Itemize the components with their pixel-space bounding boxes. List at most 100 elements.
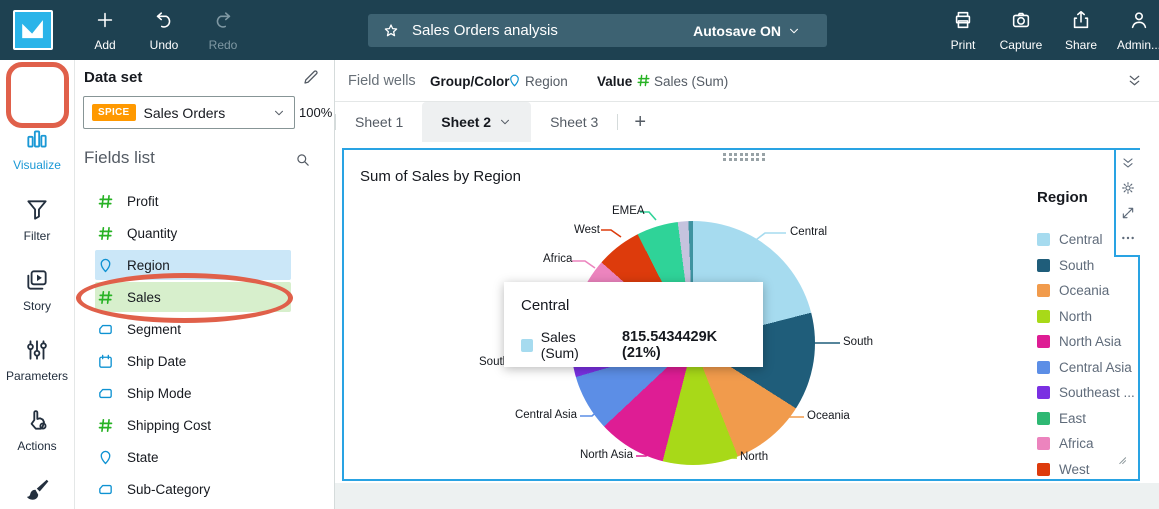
legend-item-southeast-asia[interactable]: Southeast ... [1037,380,1137,406]
legend-label: Central [1059,232,1103,248]
undo-icon [153,9,175,31]
paintbrush-icon [24,477,50,503]
print-button[interactable]: Print [934,9,992,52]
autosave-toggle[interactable]: Autosave ON [693,23,813,39]
field-profit[interactable]: Profit [95,186,291,216]
capture-label: Capture [999,38,1043,52]
value-well-value[interactable]: Sales (Sum) [654,74,729,89]
quicksight-logo[interactable] [13,10,53,50]
undo-button[interactable]: Undo [135,9,193,52]
tab-sheet-1[interactable]: Sheet 1 [336,102,422,142]
legend-item-central-asia[interactable]: Central Asia [1037,355,1137,381]
legend-item-africa[interactable]: Africa [1037,431,1137,457]
field-label: Shipping Cost [127,417,212,433]
spice-badge: SPICE [92,104,136,121]
legend-item-west[interactable]: West [1037,457,1137,483]
field-shipping-cost[interactable]: Shipping Cost [95,410,291,440]
visual-resize-handle[interactable] [1118,456,1132,470]
redo-label: Redo [208,38,238,52]
location-pin-icon [507,73,522,88]
legend-item-east[interactable]: East [1037,406,1137,432]
legend-item-north-asia[interactable]: North Asia [1037,329,1137,355]
share-label: Share [1064,38,1098,52]
field-state[interactable]: State [95,442,291,472]
sidebar-item-label: Story [22,299,51,313]
chevron-down-icon [787,24,801,38]
field-ship-mode[interactable]: Ship Mode [95,378,291,408]
add-sheet-button[interactable]: + [634,110,647,133]
tag-icon [97,481,114,498]
sidebar-item-themes[interactable]: Themes [0,477,74,509]
field-label: Ship Mode [127,385,192,401]
admin-menu-button[interactable]: Admin... [1110,9,1159,52]
maximize-visual-icon[interactable] [1120,205,1136,221]
sidebar-item-actions[interactable]: Actions [0,407,74,453]
pie-slice-label-oceania: Oceania [807,410,850,422]
field-segment[interactable]: Segment [95,314,291,344]
legend-swatch [1037,309,1050,323]
search-icon[interactable] [294,151,311,168]
legend-item-south[interactable]: South [1037,253,1137,279]
chevron-down-icon [498,115,512,129]
tooltip-series-label: Sales (Sum) [540,329,579,361]
analysis-title[interactable]: Sales Orders analysis [412,22,558,39]
undo-label: Undo [149,38,179,52]
legend-label: Oceania [1059,283,1110,299]
visual-drag-handle[interactable] [723,153,765,161]
visual-menu-ellipsis-icon[interactable] [1120,230,1136,246]
field-region[interactable]: Region [95,250,291,280]
tab-sheet-2[interactable]: Sheet 2 [422,102,532,142]
field-ship-date[interactable]: Ship Date [95,346,291,376]
legend-swatch [1037,437,1050,451]
chevron-down-icon [272,106,286,120]
pie-slice-label-south: South [843,336,874,348]
collapse-visual-icon[interactable] [1120,155,1136,171]
pie-slice-label-north-asia: North Asia [579,449,633,461]
field-quantity[interactable]: Quantity [95,218,291,248]
capture-button[interactable]: Capture [992,9,1050,52]
field-sub-category[interactable]: Sub-Category [95,474,291,504]
visual-settings-gear-icon[interactable] [1120,180,1136,196]
field-label: Segment [127,321,182,337]
sidebar-item-label: Filter [23,229,51,243]
dataset-selector[interactable]: SPICE Sales Orders [83,96,295,129]
legend-label: Southeast ... [1059,385,1135,401]
story-icon [24,267,50,293]
sidebar-item-visualize[interactable]: Visualize [0,126,74,172]
legend-item-north[interactable]: North [1037,304,1137,330]
sidebar-item-parameters[interactable]: Parameters [0,337,74,383]
dataset-name: Sales Orders [143,104,226,121]
group-color-well-value[interactable]: Region [525,74,568,89]
double-chevron-down-icon[interactable] [1126,72,1143,89]
edit-dataset-pencil-icon[interactable] [302,68,320,86]
fields-list-title: Fields list [84,148,155,167]
value-well-label: Value [597,74,633,89]
legend-item-oceania[interactable]: Oceania [1037,278,1137,304]
sidebar-item-label: Visualize [13,158,61,172]
legend-swatch [1037,284,1050,298]
star-icon[interactable] [382,22,400,40]
sheet-tabs-bar: Sheet 1 Sheet 2 Sheet 3 + [335,102,1159,142]
sidebar-item-label: Actions [17,439,57,453]
add-button[interactable]: Add [76,9,134,52]
tab-sheet-3[interactable]: Sheet 3 [531,102,617,142]
legend-label: West [1059,461,1090,477]
sidebar-item-filter[interactable]: Filter [0,197,74,243]
pie-slice-label-west: West [574,224,600,236]
legend-swatch [1037,258,1050,272]
sidebar-item-label: Parameters [5,369,69,383]
share-icon [1070,9,1092,31]
legend-item-central[interactable]: Central [1037,227,1137,253]
share-button[interactable]: Share [1052,9,1110,52]
plus-icon [94,9,116,31]
funnel-icon [24,197,50,223]
sidebar-item-story[interactable]: Story [0,267,74,313]
legend-label: South [1059,257,1095,273]
field-wells-bar[interactable]: Field wells Group/Color Region Value Sal… [335,60,1159,102]
redo-button[interactable]: Redo [194,9,252,52]
legend-swatch [1037,360,1050,374]
hash-icon [97,417,114,434]
tab-divider [335,114,336,130]
field-sales[interactable]: Sales [95,282,291,312]
chart-title: Sum of Sales by Region [360,168,521,185]
